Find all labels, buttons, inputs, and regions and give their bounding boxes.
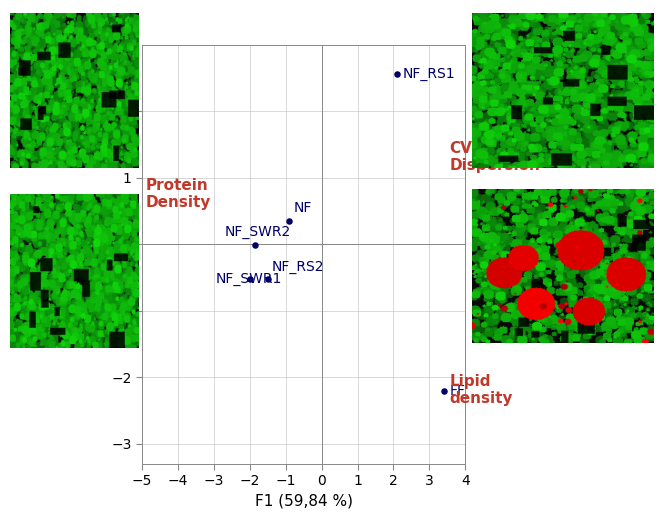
Point: [392, 70, 403, 79]
Text: NF_RS2: NF_RS2: [272, 260, 325, 275]
Point: [249, 241, 260, 249]
Point: [244, 275, 255, 283]
Text: Lipid
density: Lipid density: [449, 374, 513, 406]
Point: [284, 217, 294, 225]
Text: NF_RS1: NF_RS1: [403, 68, 455, 82]
Y-axis label: F2 (30,24 %): F2 (30,24 %): [90, 205, 106, 303]
Point: [438, 386, 449, 395]
Text: Protein
Density: Protein Density: [145, 178, 211, 210]
Point: [263, 275, 273, 283]
Text: FF: FF: [449, 384, 465, 398]
Text: CV
Dispersion: CV Dispersion: [449, 141, 540, 173]
Text: NF_SWR2: NF_SWR2: [224, 225, 291, 239]
Text: NF: NF: [294, 201, 312, 214]
Text: NF_SWR1: NF_SWR1: [216, 272, 282, 286]
X-axis label: F1 (59,84 %): F1 (59,84 %): [255, 494, 352, 509]
